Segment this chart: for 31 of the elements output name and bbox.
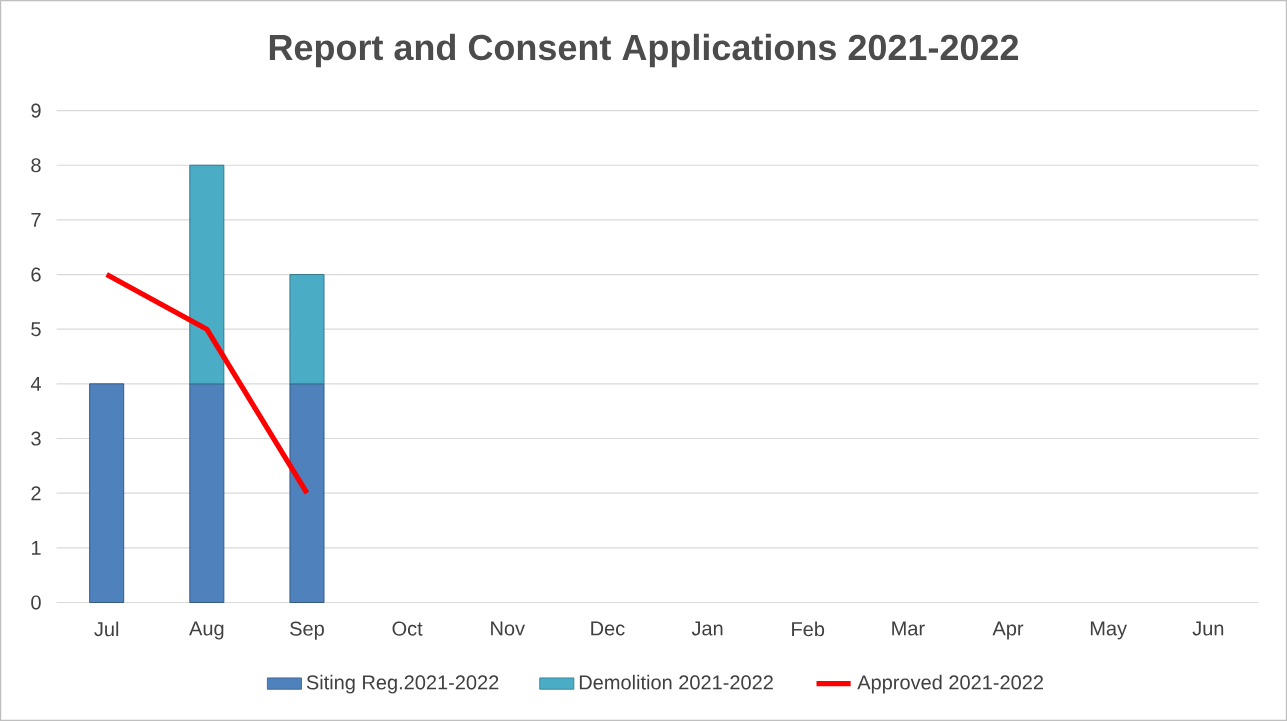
bar — [289, 274, 325, 385]
legend-label: Siting Reg.2021-2022 — [306, 674, 499, 694]
x-tick-label: Jan — [691, 621, 723, 636]
bar — [289, 383, 325, 603]
chart-title: Report and Consent Applications 2021-2022 — [269, 33, 1019, 68]
y-tick-label: 9 — [31, 103, 41, 118]
x-tick-label: Feb — [792, 621, 825, 637]
y-tick-label: 6 — [31, 267, 41, 282]
x-tick-label: Dec — [591, 621, 625, 636]
legend-label: Approved 2021-2022 — [857, 674, 1043, 694]
y-tick-label: 0 — [31, 595, 41, 610]
bar — [189, 164, 225, 385]
bar — [89, 383, 125, 603]
x-tick-label: Jun — [1192, 621, 1224, 636]
x-tick-label: Aug — [189, 621, 224, 640]
y-tick-label: 2 — [31, 486, 41, 501]
y-tick-label: 3 — [31, 431, 41, 446]
bar — [189, 383, 225, 603]
x-tick-label: Jul — [94, 621, 119, 637]
y-tick-label: 4 — [30, 376, 41, 391]
legend-label: Demolition 2021-2022 — [579, 674, 773, 690]
y-tick-label: 7 — [31, 212, 41, 227]
x-tick-label: Apr — [992, 621, 1024, 640]
y-tick-label: 1 — [31, 540, 41, 555]
y-tick-label: 5 — [31, 322, 41, 337]
x-tick-label: Nov — [491, 621, 525, 636]
x-tick-label: Oct — [392, 621, 423, 636]
y-tick-label: 8 — [31, 158, 41, 173]
x-tick-label: Mar — [892, 621, 925, 636]
x-tick-label: May — [1090, 621, 1128, 640]
x-tick-label: Sep — [290, 621, 324, 640]
